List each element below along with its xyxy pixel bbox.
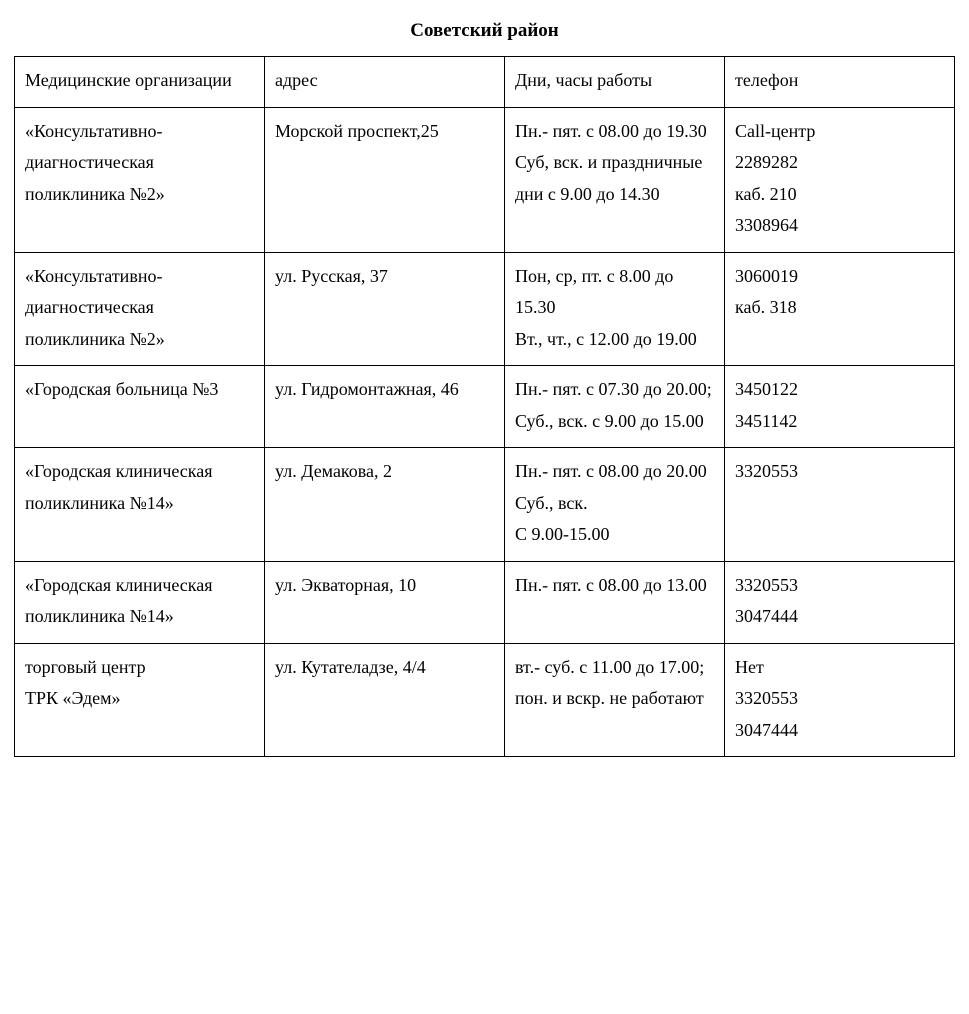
- address-cell-line: ул. Экваторная, 10: [275, 570, 494, 602]
- phone-cell: Нет33205533047444: [725, 643, 955, 757]
- hours-cell: Пн.- пят. с 08.00 до 20.00Суб., вск.С 9.…: [505, 448, 725, 562]
- hours-cell-line: пон. и вскр. не работают: [515, 683, 714, 715]
- hours-cell: Пн.- пят. с 07.30 до 20.00;Суб., вск. с …: [505, 366, 725, 448]
- org-cell-line: «Городская больница №3: [25, 374, 254, 406]
- address-cell-line: ул. Русская, 37: [275, 261, 494, 293]
- table-header-cell-line: Дни, часы работы: [515, 65, 714, 97]
- table-header-row: Медицинские организации адрес Дни, часы ра…: [15, 57, 955, 108]
- table-header-cell-line: Медицинские организации: [25, 65, 254, 97]
- hours-cell-line: Пн.- пят. с 08.00 до 19.30: [515, 116, 714, 148]
- hours-cell-line: вт.- суб. с 11.00 до 17.00;: [515, 652, 714, 684]
- phone-cell-line: 3320553: [735, 683, 944, 715]
- table-header-cell-line: телефон: [735, 65, 944, 97]
- table-row: «Консультативно-диагностическая поликлин…: [15, 107, 955, 252]
- phone-cell-line: 3320553: [735, 570, 944, 602]
- hours-cell: Пон, ср, пт. с 8.00 до 15.30Вт., чт., с …: [505, 252, 725, 366]
- hours-cell-line: Пн.- пят. с 07.30 до 20.00;: [515, 374, 714, 406]
- org-cell-line: торговый центр: [25, 652, 254, 684]
- table-row: «Городская клиническая поликлиника №14» у…: [15, 561, 955, 643]
- phone-cell-line: 3308964: [735, 210, 944, 242]
- table-header-cell-line: адрес: [275, 65, 494, 97]
- phone-cell-line: Нет: [735, 652, 944, 684]
- address-cell: ул. Экваторная, 10: [265, 561, 505, 643]
- address-cell-line: ул. Демакова, 2: [275, 456, 494, 488]
- hours-cell-line: Суб, вск. и праздничные дни с 9.00 до 14…: [515, 147, 714, 210]
- org-cell: «Городская больница №3: [15, 366, 265, 448]
- hours-cell-line: Вт., чт., с 12.00 до 19.00: [515, 324, 714, 356]
- address-cell-line: ул. Гидромонтажная, 46: [275, 374, 494, 406]
- phone-cell-line: 3451142: [735, 406, 944, 438]
- address-cell: ул. Гидромонтажная, 46: [265, 366, 505, 448]
- phone-cell-line: каб. 210: [735, 179, 944, 211]
- table-header-cell: телефон: [725, 57, 955, 108]
- hours-cell: Пн.- пят. с 08.00 до 19.30Суб, вск. и пр…: [505, 107, 725, 252]
- phone-cell: 3320553: [725, 448, 955, 562]
- hours-cell: вт.- суб. с 11.00 до 17.00;пон. и вскр. …: [505, 643, 725, 757]
- phone-cell: Call-центр2289282каб. 2103308964: [725, 107, 955, 252]
- table-row: «Консультативно-диагностическая поликлин…: [15, 252, 955, 366]
- table-row: торговый центрТРК «Эдем» ул. Кутателадзе,…: [15, 643, 955, 757]
- org-cell: «Консультативно-диагностическая поликлин…: [15, 252, 265, 366]
- hours-cell: Пн.- пят. с 08.00 до 13.00: [505, 561, 725, 643]
- phone-cell-line: каб. 318: [735, 292, 944, 324]
- org-cell-line: «Городская клиническая поликлиника №14»: [25, 456, 254, 519]
- table-row: «Городская больница №3 ул. Гидромонтажная…: [15, 366, 955, 448]
- table-header-cell: Медицинские организации: [15, 57, 265, 108]
- address-cell-line: Морской проспект,25: [275, 116, 494, 148]
- address-cell: Морской проспект,25: [265, 107, 505, 252]
- address-cell: ул. Кутателадзе, 4/4: [265, 643, 505, 757]
- address-cell: ул. Демакова, 2: [265, 448, 505, 562]
- page-title: Советский район: [14, 20, 955, 42]
- hours-cell-line: Пн.- пят. с 08.00 до 20.00: [515, 456, 714, 488]
- phone-cell-line: 3060019: [735, 261, 944, 293]
- org-cell-line: «Консультативно-диагностическая поликлин…: [25, 116, 254, 211]
- org-cell-line: «Консультативно-диагностическая поликлин…: [25, 261, 254, 356]
- hours-cell-line: Пон, ср, пт. с 8.00 до 15.30: [515, 261, 714, 324]
- org-cell: торговый центрТРК «Эдем»: [15, 643, 265, 757]
- org-cell-line: ТРК «Эдем»: [25, 683, 254, 715]
- org-cell-line: «Городская клиническая поликлиника №14»: [25, 570, 254, 633]
- phone-cell-line: 3450122: [735, 374, 944, 406]
- org-cell: «Консультативно-диагностическая поликлин…: [15, 107, 265, 252]
- phone-cell: 3060019каб. 318: [725, 252, 955, 366]
- phone-cell-line: Call-центр: [735, 116, 944, 148]
- phone-cell: 33205533047444: [725, 561, 955, 643]
- phone-cell: 34501223451142: [725, 366, 955, 448]
- address-cell-line: ул. Кутателадзе, 4/4: [275, 652, 494, 684]
- phone-cell-line: 2289282: [735, 147, 944, 179]
- address-cell: ул. Русская, 37: [265, 252, 505, 366]
- hours-cell-line: Суб., вск. с 9.00 до 15.00: [515, 406, 714, 438]
- table-header-cell: Дни, часы работы: [505, 57, 725, 108]
- table-header-cell: адрес: [265, 57, 505, 108]
- district-table: Медицинские организации адрес Дни, часы ра…: [14, 56, 955, 757]
- phone-cell-line: 3320553: [735, 456, 944, 488]
- phone-cell-line: 3047444: [735, 715, 944, 747]
- hours-cell-line: Суб., вск.: [515, 488, 714, 520]
- hours-cell-line: С 9.00-15.00: [515, 519, 714, 551]
- phone-cell-line: 3047444: [735, 601, 944, 633]
- org-cell: «Городская клиническая поликлиника №14»: [15, 561, 265, 643]
- hours-cell-line: Пн.- пят. с 08.00 до 13.00: [515, 570, 714, 602]
- table-row: «Городская клиническая поликлиника №14» у…: [15, 448, 955, 562]
- org-cell: «Городская клиническая поликлиника №14»: [15, 448, 265, 562]
